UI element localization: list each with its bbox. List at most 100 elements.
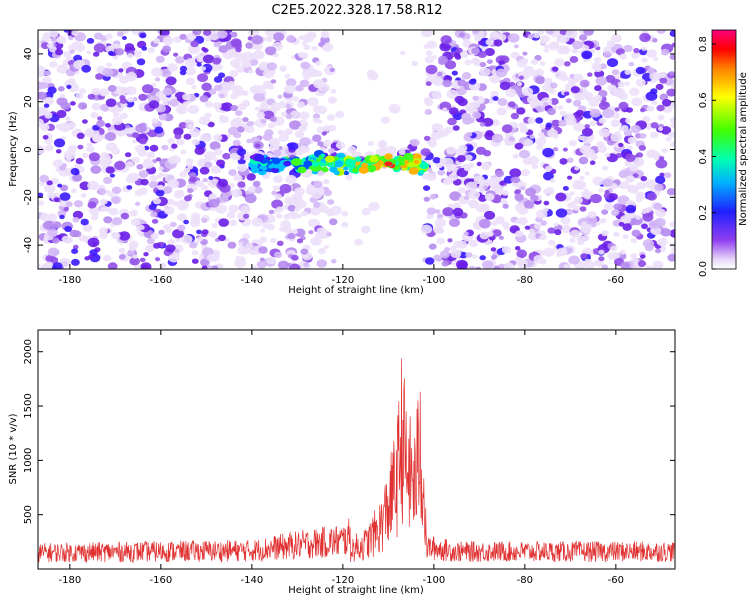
heatmap-cell <box>190 40 199 48</box>
heatmap-cell <box>194 146 205 155</box>
heatmap-band-cell <box>384 153 393 160</box>
heatmap-cell <box>63 30 70 33</box>
heatmap-cell <box>499 81 511 91</box>
heatmap-cell <box>245 42 253 49</box>
heatmap-cell <box>378 140 388 148</box>
heatmap-cell <box>172 229 184 239</box>
heatmap-cell <box>59 214 65 220</box>
heatmap-cell <box>284 128 293 136</box>
heatmap-cell <box>666 88 675 97</box>
x-tick-label: -180 <box>58 575 81 586</box>
heatmap-cell <box>473 175 485 185</box>
heatmap-cell <box>477 50 487 59</box>
heatmap-cell <box>155 77 161 82</box>
heatmap-cell <box>491 254 497 260</box>
heatmap-cell <box>42 220 55 230</box>
heatmap-cell <box>511 176 521 184</box>
heatmap-cell <box>666 188 675 196</box>
heatmap-cell <box>631 52 640 59</box>
heatmap-cell <box>518 75 525 80</box>
heatmap-cell <box>254 143 261 149</box>
heatmap-cell <box>125 86 137 96</box>
heatmap-cell <box>475 266 482 269</box>
heatmap-cell <box>617 81 625 87</box>
heatmap-cell <box>598 188 604 193</box>
heatmap-cell <box>93 43 106 53</box>
heatmap-cell <box>645 179 657 189</box>
heatmap-cell <box>330 258 337 264</box>
heatmap-cell <box>294 187 305 196</box>
heatmap-cell <box>613 203 623 211</box>
heatmap-cell <box>635 214 642 220</box>
heatmap-cell <box>645 91 658 101</box>
heatmap-cell <box>557 105 564 111</box>
heatmap-cell <box>189 241 198 249</box>
heatmap-cell <box>597 145 607 153</box>
heatmap-cell <box>82 119 88 124</box>
heatmap-cell <box>177 199 189 208</box>
heatmap-cell <box>540 134 546 139</box>
heatmap-cell <box>320 31 330 39</box>
heatmap-cell <box>230 92 239 100</box>
heatmap-cell <box>423 196 430 202</box>
heatmap-cell <box>618 142 624 148</box>
heatmap-cell <box>73 244 79 250</box>
heatmap-cell <box>520 169 530 177</box>
heatmap-cell <box>76 132 85 139</box>
heatmap-cell <box>493 39 503 47</box>
heatmap-cell <box>411 60 419 67</box>
heatmap-cell <box>431 55 437 60</box>
heatmap-cell <box>354 238 363 246</box>
heatmap-cell <box>155 55 165 63</box>
heatmap-cell <box>308 230 314 235</box>
heatmap-cell <box>147 47 156 54</box>
heatmap-cell <box>233 131 242 139</box>
heatmap-cell <box>458 260 468 269</box>
heatmap-cell <box>251 217 263 227</box>
heatmap-cell <box>167 239 175 245</box>
heatmap-cell <box>262 173 270 180</box>
heatmap-band-cell <box>408 167 419 175</box>
heatmap-band-cell <box>352 168 359 173</box>
heatmap-cell <box>547 108 556 116</box>
heatmap-cell <box>489 176 501 187</box>
heatmap-cell <box>262 133 273 141</box>
heatmap-cell <box>454 52 461 58</box>
heatmap-cell <box>183 219 190 225</box>
heatmap-cell <box>138 187 148 195</box>
heatmap-cell <box>442 207 454 217</box>
heatmap-cell <box>258 61 271 71</box>
heatmap-cell <box>278 133 289 142</box>
colorbar-tick-label: 0.2 <box>698 205 709 221</box>
heatmap-cell <box>633 48 640 54</box>
heatmap-cell <box>211 265 219 269</box>
heatmap-cell <box>608 193 618 201</box>
heatmap-cell <box>169 221 177 228</box>
heatmap-cell <box>254 85 266 94</box>
heatmap-cell <box>381 116 390 124</box>
heatmap-cell <box>632 173 639 178</box>
heatmap-cell <box>458 32 465 38</box>
heatmap-cell <box>251 35 264 45</box>
heatmap-cell <box>57 209 67 217</box>
heatmap-cell <box>47 86 57 94</box>
heatmap-cell <box>202 177 208 183</box>
heatmap-cell <box>143 252 149 257</box>
heatmap-cell <box>514 189 521 195</box>
heatmap-cell <box>221 102 233 112</box>
heatmap-cell <box>484 48 495 56</box>
heatmap-cell <box>105 123 111 128</box>
heatmap-cell <box>500 197 507 203</box>
heatmap-cell <box>660 237 667 243</box>
heatmap-cell <box>498 235 504 240</box>
heatmap-cell <box>214 84 223 91</box>
heatmap-cell <box>94 32 103 40</box>
heatmap-cell <box>569 56 579 63</box>
x-tick-label: -140 <box>240 275 263 286</box>
heatmap-cell <box>141 46 148 51</box>
heatmap-cell <box>70 168 80 175</box>
heatmap-cell <box>559 30 568 36</box>
heatmap-cell <box>92 210 100 216</box>
heatmap-cell <box>522 157 533 165</box>
heatmap-cell <box>199 95 209 103</box>
